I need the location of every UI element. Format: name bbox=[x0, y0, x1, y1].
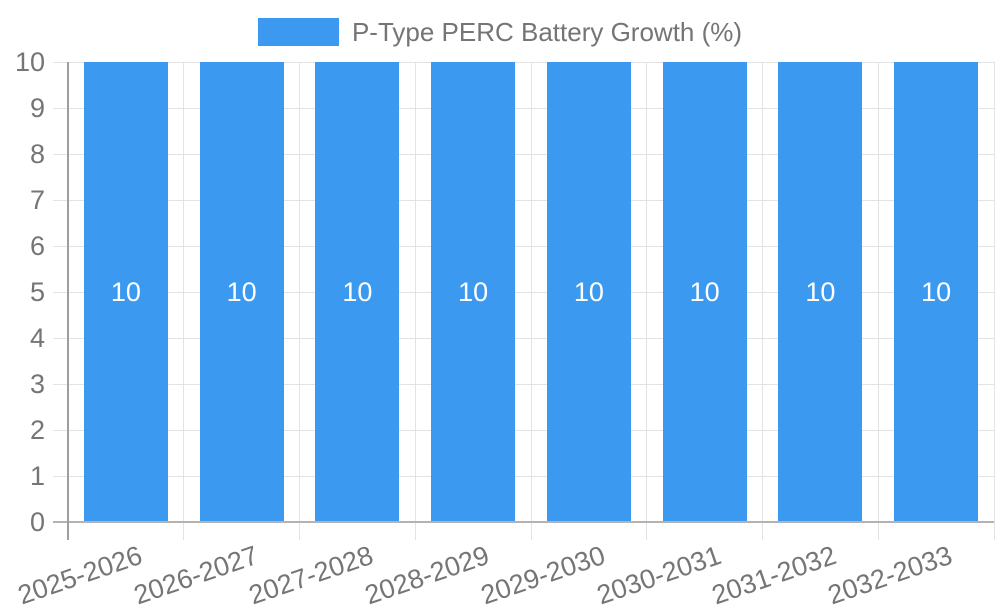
legend-label: P-Type PERC Battery Growth (%) bbox=[351, 17, 743, 47]
x-gridline bbox=[993, 62, 995, 540]
chart-legend: P-Type PERC Battery Growth (%) bbox=[0, 17, 1000, 47]
y-axis-tick-label: 2 bbox=[29, 415, 45, 445]
bar-value-label: 10 bbox=[226, 277, 257, 307]
y-axis-tick-label: 7 bbox=[29, 185, 45, 215]
x-gridline bbox=[414, 62, 416, 540]
bar-value-label: 10 bbox=[342, 277, 373, 307]
x-gridline bbox=[299, 62, 300, 540]
legend-swatch bbox=[257, 18, 339, 46]
legend-item[interactable]: P-Type PERC Battery Growth (%) bbox=[257, 17, 743, 47]
x-gridline bbox=[183, 62, 185, 540]
x-gridline bbox=[762, 62, 763, 540]
y-axis-tick-label: 9 bbox=[29, 93, 45, 123]
y-axis-tick-label: 8 bbox=[29, 139, 45, 169]
x-gridline bbox=[877, 62, 879, 540]
y-axis-tick-label: 6 bbox=[29, 231, 45, 261]
y-axis-tick-label: 0 bbox=[29, 507, 45, 537]
bar-value-label: 10 bbox=[110, 277, 141, 307]
bar-value-label: 10 bbox=[573, 277, 604, 307]
bar-value-label: 10 bbox=[458, 277, 489, 307]
x-gridline bbox=[530, 62, 532, 540]
bar-value-label: 10 bbox=[805, 277, 836, 307]
x-gridline bbox=[646, 62, 648, 540]
y-axis-tick-label: 4 bbox=[29, 323, 45, 353]
bar-value-label: 10 bbox=[921, 277, 952, 307]
bar-value-label: 10 bbox=[689, 277, 720, 307]
y-axis-tick-label: 3 bbox=[29, 369, 45, 399]
y-axis-line bbox=[67, 62, 69, 540]
y-axis-tick-label: 5 bbox=[29, 277, 45, 307]
y-axis-tick-label: 1 bbox=[29, 461, 45, 491]
plot-area: 0 1 2 3 4 5 6 7 8 9 10 10 2025-2026 10 2026-2027 10 2027… bbox=[14, 47, 995, 610]
y-axis-tick-label: 10 bbox=[14, 47, 45, 77]
